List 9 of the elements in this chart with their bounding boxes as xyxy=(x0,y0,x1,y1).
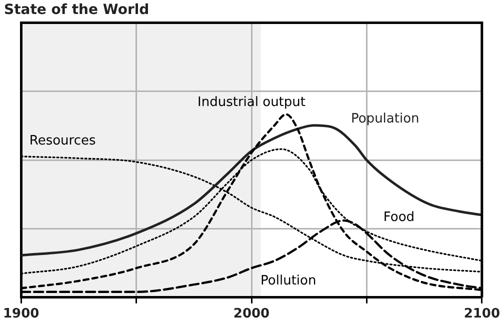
series-label: Resources xyxy=(29,133,96,148)
x-tick-label: 2100 xyxy=(464,306,500,322)
series-label: Population xyxy=(350,111,420,126)
x-tick-label: 1900 xyxy=(2,306,40,322)
chart-title: State of the World xyxy=(4,2,150,18)
series-label: Food xyxy=(383,210,415,226)
series-label: Pollution xyxy=(260,273,316,288)
series-label: Industrial output xyxy=(198,94,306,110)
x-tick-label: 2000 xyxy=(233,306,270,322)
